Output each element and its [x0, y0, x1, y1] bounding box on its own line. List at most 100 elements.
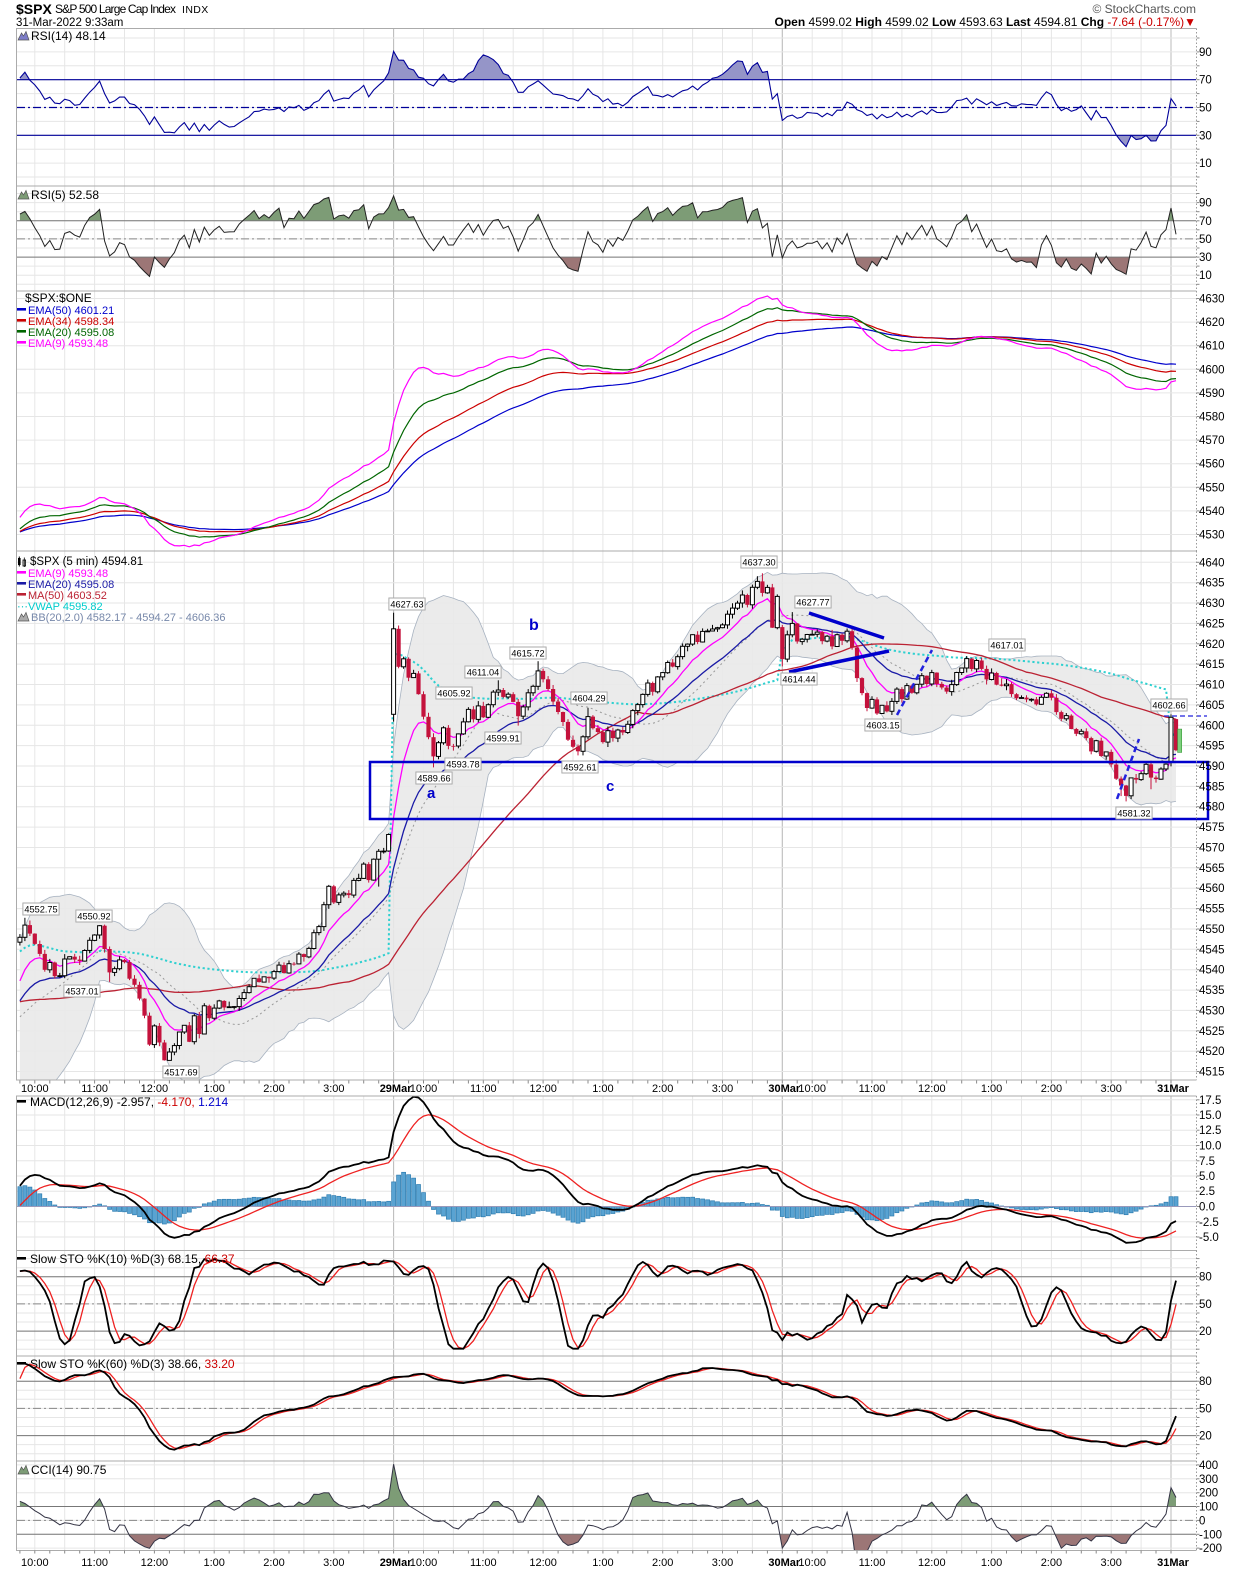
svg-text:3:00: 3:00 [323, 1557, 344, 1569]
svg-text:$SPX (5 min) 4594.81: $SPX (5 min) 4594.81 [30, 556, 143, 568]
svg-text:400: 400 [1199, 1460, 1218, 1472]
svg-text:10: 10 [1199, 270, 1212, 282]
svg-text:90: 90 [1199, 198, 1212, 210]
svg-text:4630: 4630 [1199, 598, 1225, 610]
svg-text:2:00: 2:00 [1041, 1557, 1062, 1569]
svg-text:50: 50 [1199, 103, 1212, 115]
svg-text:4580: 4580 [1199, 412, 1225, 424]
svg-text:-100: -100 [1199, 1529, 1222, 1541]
svg-text:4570: 4570 [1199, 435, 1225, 447]
svg-text:VWAP 4595.82: VWAP 4595.82 [28, 601, 103, 613]
svg-text:4535: 4535 [1199, 985, 1225, 997]
svg-text:30Mar: 30Mar [768, 1083, 801, 1095]
svg-text:4590: 4590 [1199, 761, 1225, 773]
svg-text:RSI(14) 48.14: RSI(14) 48.14 [31, 29, 106, 43]
svg-text:1:00: 1:00 [592, 1557, 613, 1569]
svg-text:5.0: 5.0 [1199, 1171, 1215, 1183]
svg-text:1:00: 1:00 [592, 1083, 613, 1095]
svg-text:1:00: 1:00 [203, 1557, 224, 1569]
svg-text:2:00: 2:00 [652, 1083, 673, 1095]
svg-text:2:00: 2:00 [263, 1557, 284, 1569]
svg-text:4593.78: 4593.78 [446, 759, 479, 769]
svg-text:4530: 4530 [1199, 1005, 1225, 1017]
svg-text:30: 30 [1199, 252, 1212, 264]
svg-text:4520: 4520 [1199, 1046, 1225, 1058]
svg-text:10:00: 10:00 [410, 1083, 438, 1095]
svg-text:4602.66: 4602.66 [1152, 700, 1185, 710]
svg-text:29Mar: 29Mar [380, 1557, 413, 1569]
svg-text:7.5: 7.5 [1199, 1156, 1215, 1168]
svg-text:31Mar: 31Mar [1157, 1557, 1190, 1569]
svg-text:4580: 4580 [1199, 802, 1225, 814]
svg-text:30: 30 [1199, 130, 1212, 142]
svg-text:80: 80 [1199, 1376, 1212, 1388]
svg-text:12:00: 12:00 [529, 1557, 557, 1569]
svg-text:11:00: 11:00 [81, 1557, 108, 1569]
svg-text:4627.63: 4627.63 [390, 599, 423, 609]
svg-text:Slow STO %K(10) %D(3) 68.15, 6: Slow STO %K(10) %D(3) 68.15, 66.37 [30, 1252, 235, 1266]
svg-text:12:00: 12:00 [918, 1083, 946, 1095]
svg-text:4555: 4555 [1199, 904, 1225, 916]
svg-text:4590: 4590 [1199, 388, 1225, 400]
svg-text:c: c [606, 778, 614, 795]
svg-text:1:00: 1:00 [981, 1083, 1002, 1095]
svg-text:31Mar: 31Mar [1157, 1083, 1190, 1095]
svg-text:4640: 4640 [1199, 557, 1225, 569]
svg-text:4545: 4545 [1199, 944, 1225, 956]
svg-text:4615.72: 4615.72 [511, 648, 544, 658]
svg-text:4570: 4570 [1199, 843, 1225, 855]
svg-text:30Mar: 30Mar [768, 1557, 801, 1569]
svg-text:4603.15: 4603.15 [866, 720, 899, 730]
svg-text:3:00: 3:00 [1100, 1557, 1121, 1569]
svg-text:4615: 4615 [1199, 659, 1225, 671]
svg-text:15.0: 15.0 [1199, 1110, 1221, 1122]
svg-text:4550.92: 4550.92 [77, 911, 110, 921]
svg-text:4620: 4620 [1199, 317, 1225, 329]
svg-text:4635: 4635 [1199, 578, 1225, 590]
svg-text:300: 300 [1199, 1474, 1218, 1486]
svg-text:EMA(9) 4593.48: EMA(9) 4593.48 [28, 568, 108, 580]
svg-text:4620: 4620 [1199, 639, 1225, 651]
svg-text:3:00: 3:00 [323, 1083, 344, 1095]
svg-text:10:00: 10:00 [798, 1083, 826, 1095]
svg-text:© StockCharts.com: © StockCharts.com [1092, 2, 1196, 16]
svg-text:4614.44: 4614.44 [782, 674, 815, 684]
svg-text:EMA(50) 4601.21: EMA(50) 4601.21 [28, 305, 114, 317]
svg-text:20: 20 [1199, 1431, 1212, 1443]
svg-text:EMA(20) 4595.08: EMA(20) 4595.08 [28, 579, 114, 591]
svg-text:3:00: 3:00 [1100, 1083, 1121, 1095]
svg-text:EMA(34) 4598.34: EMA(34) 4598.34 [28, 316, 114, 328]
svg-text:$SPX: $SPX [16, 1, 52, 17]
svg-text:4592.61: 4592.61 [563, 762, 596, 772]
svg-text:b: b [529, 617, 539, 634]
svg-text:10:00: 10:00 [21, 1083, 49, 1095]
svg-text:4605.92: 4605.92 [437, 688, 470, 698]
svg-text:4637.30: 4637.30 [742, 557, 775, 567]
svg-text:4560: 4560 [1199, 459, 1225, 471]
svg-text:4560: 4560 [1199, 883, 1225, 895]
svg-text:4552.75: 4552.75 [24, 904, 57, 914]
svg-text:4611.04: 4611.04 [467, 667, 500, 677]
svg-text:0: 0 [1199, 1515, 1205, 1527]
svg-text:Open 4599.02 High 4599.02 Low: Open 4599.02 High 4599.02 Low 4593.63 La… [775, 15, 1196, 29]
svg-text:4565: 4565 [1199, 863, 1225, 875]
svg-text:11:00: 11:00 [859, 1557, 886, 1569]
svg-text:4525: 4525 [1199, 1026, 1225, 1038]
svg-text:10: 10 [1199, 158, 1212, 170]
svg-text:4575: 4575 [1199, 822, 1225, 834]
svg-text:4517.69: 4517.69 [164, 1067, 197, 1077]
svg-text:4540: 4540 [1199, 965, 1225, 977]
svg-text:90: 90 [1199, 47, 1212, 59]
svg-text:2:00: 2:00 [263, 1083, 284, 1095]
svg-text:12:00: 12:00 [141, 1557, 169, 1569]
svg-text:$SPX:$ONE: $SPX:$ONE [25, 291, 92, 305]
svg-text:11:00: 11:00 [470, 1083, 497, 1095]
svg-text:4617.01: 4617.01 [990, 640, 1023, 650]
svg-text:4585: 4585 [1199, 781, 1225, 793]
svg-text:10:00: 10:00 [798, 1557, 826, 1569]
svg-text:Slow STO %K(60) %D(3) 38.66, 3: Slow STO %K(60) %D(3) 38.66, 33.20 [30, 1357, 235, 1371]
svg-text:70: 70 [1199, 216, 1212, 228]
svg-text:29Mar: 29Mar [380, 1083, 413, 1095]
svg-text:EMA(9) 4593.48: EMA(9) 4593.48 [28, 338, 108, 350]
svg-text:3:00: 3:00 [712, 1083, 733, 1095]
